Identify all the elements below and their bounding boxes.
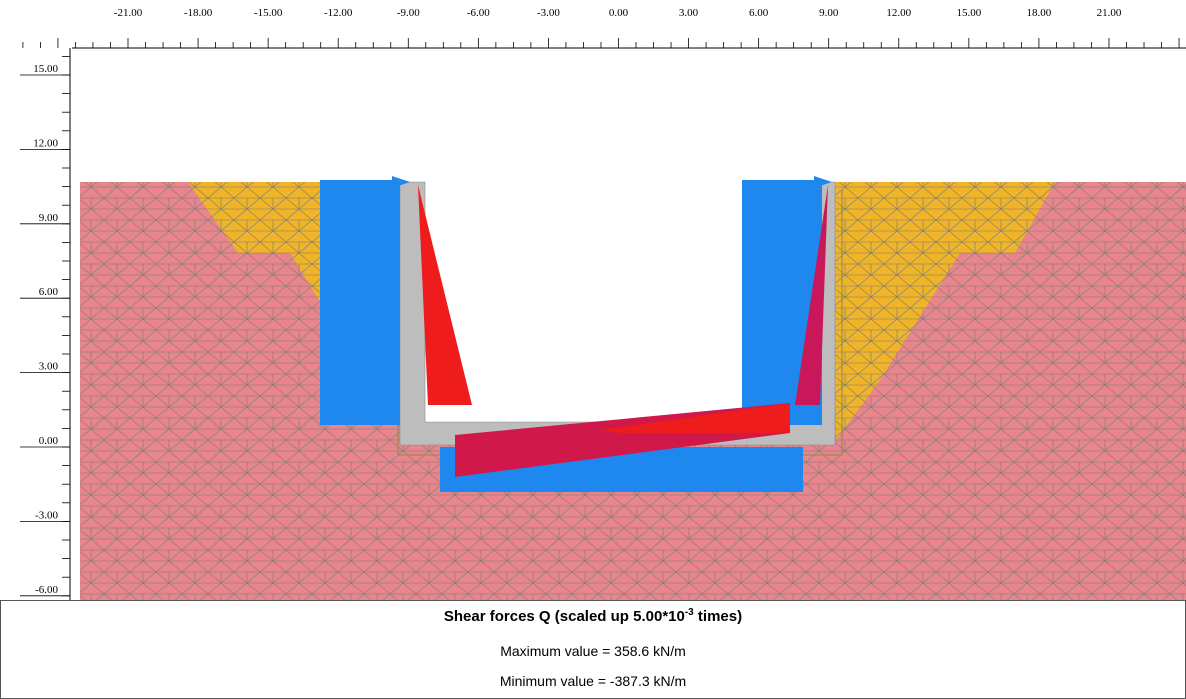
soil <box>80 182 1186 600</box>
plot-view: -21.00 -18.00 -15.00 -12.00 -9.00 -6.00 -3.00 0… <box>0 0 1186 600</box>
y-tick-label: -6.00 <box>35 584 58 596</box>
x-tick-label: 9.00 <box>819 7 839 19</box>
x-tick-label: -3.00 <box>537 7 560 19</box>
y-tick-label: 12.00 <box>33 137 58 149</box>
x-tick-label: -18.00 <box>184 7 213 19</box>
caption: Shear forces Q (scaled up 5.00*10-3 time… <box>0 600 1186 699</box>
page: -21.00 -18.00 -15.00 -12.00 -9.00 -6.00 -3.00 0… <box>0 0 1186 699</box>
x-tick-label: 18.00 <box>1027 7 1052 19</box>
y-tick-label: -3.00 <box>35 509 58 521</box>
x-tick-label: 0.00 <box>609 7 629 19</box>
minimum-value: Minimum value = -387.3 kN/m <box>1 673 1185 689</box>
y-tick-label: 9.00 <box>39 212 59 224</box>
title-suffix: times) <box>694 608 742 625</box>
x-tick-label: -15.00 <box>254 7 283 19</box>
title-text: Shear forces Q (scaled up 5.00*10 <box>444 608 685 625</box>
maximum-value: Maximum value = 358.6 kN/m <box>1 643 1185 659</box>
x-tick-label: -6.00 <box>467 7 490 19</box>
x-tick-label: 21.00 <box>1097 7 1122 19</box>
y-tick-label: 15.00 <box>33 63 58 75</box>
x-tick-label: -9.00 <box>397 7 420 19</box>
x-tick-label: 3.00 <box>679 7 699 19</box>
x-tick-label: 15.00 <box>956 7 981 19</box>
y-tick-label: 0.00 <box>39 435 59 447</box>
y-tick-label: 3.00 <box>39 361 59 373</box>
x-tick-label: -21.00 <box>114 7 143 19</box>
x-tick-label: -12.00 <box>324 7 353 19</box>
x-tick-label: 12.00 <box>886 7 911 19</box>
y-tick-label: 6.00 <box>39 286 59 298</box>
x-tick-label: 6.00 <box>749 7 769 19</box>
caption-title: Shear forces Q (scaled up 5.00*10-3 time… <box>1 607 1185 625</box>
title-exponent: -3 <box>685 607 694 618</box>
